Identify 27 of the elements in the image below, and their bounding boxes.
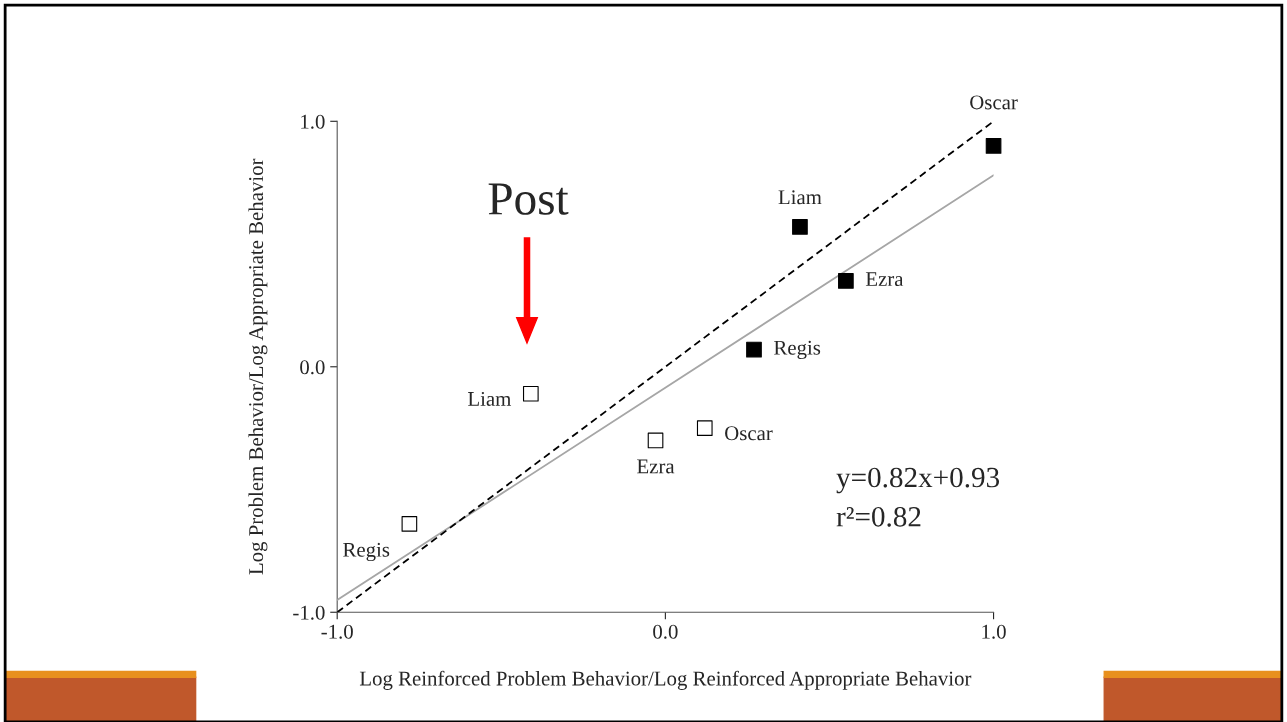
point — [838, 273, 854, 289]
annotation: Liam — [778, 190, 822, 205]
annotation: Liam — [468, 391, 512, 406]
x-tick-label: 1.0 — [982, 624, 1006, 639]
point — [746, 341, 762, 358]
x-tick-label: -1.0 — [321, 624, 353, 639]
annotation: Regis — [343, 542, 390, 562]
point — [401, 516, 418, 532]
y-tick-label: 0.0 — [300, 360, 325, 375]
y-axis-title: Log Problem Behavior/Log Appropriate Behavior — [248, 158, 268, 575]
annotation: Oscar — [725, 426, 773, 441]
y-tick-label: -1.0 — [293, 605, 325, 620]
annotation: r²=0.82 — [836, 506, 921, 527]
point — [696, 420, 713, 436]
annotation: Ezra — [637, 459, 675, 474]
annotation: Regis — [774, 340, 821, 360]
x-tick-label: 0.0 — [653, 624, 678, 639]
point — [792, 219, 808, 235]
y-tick-label: 1.0 — [301, 114, 325, 129]
point — [985, 138, 1002, 154]
point — [647, 432, 664, 449]
annotation: y=0.82x+0.93 — [836, 467, 1000, 494]
point — [522, 385, 539, 402]
annotation: Oscar — [970, 95, 1018, 110]
annotation: Post — [488, 183, 569, 215]
annotation: Ezra — [865, 272, 904, 287]
x-axis-title: Log Reinforced Problem Behavior/Log Reinforced Appropriate Behavior — [359, 670, 972, 690]
